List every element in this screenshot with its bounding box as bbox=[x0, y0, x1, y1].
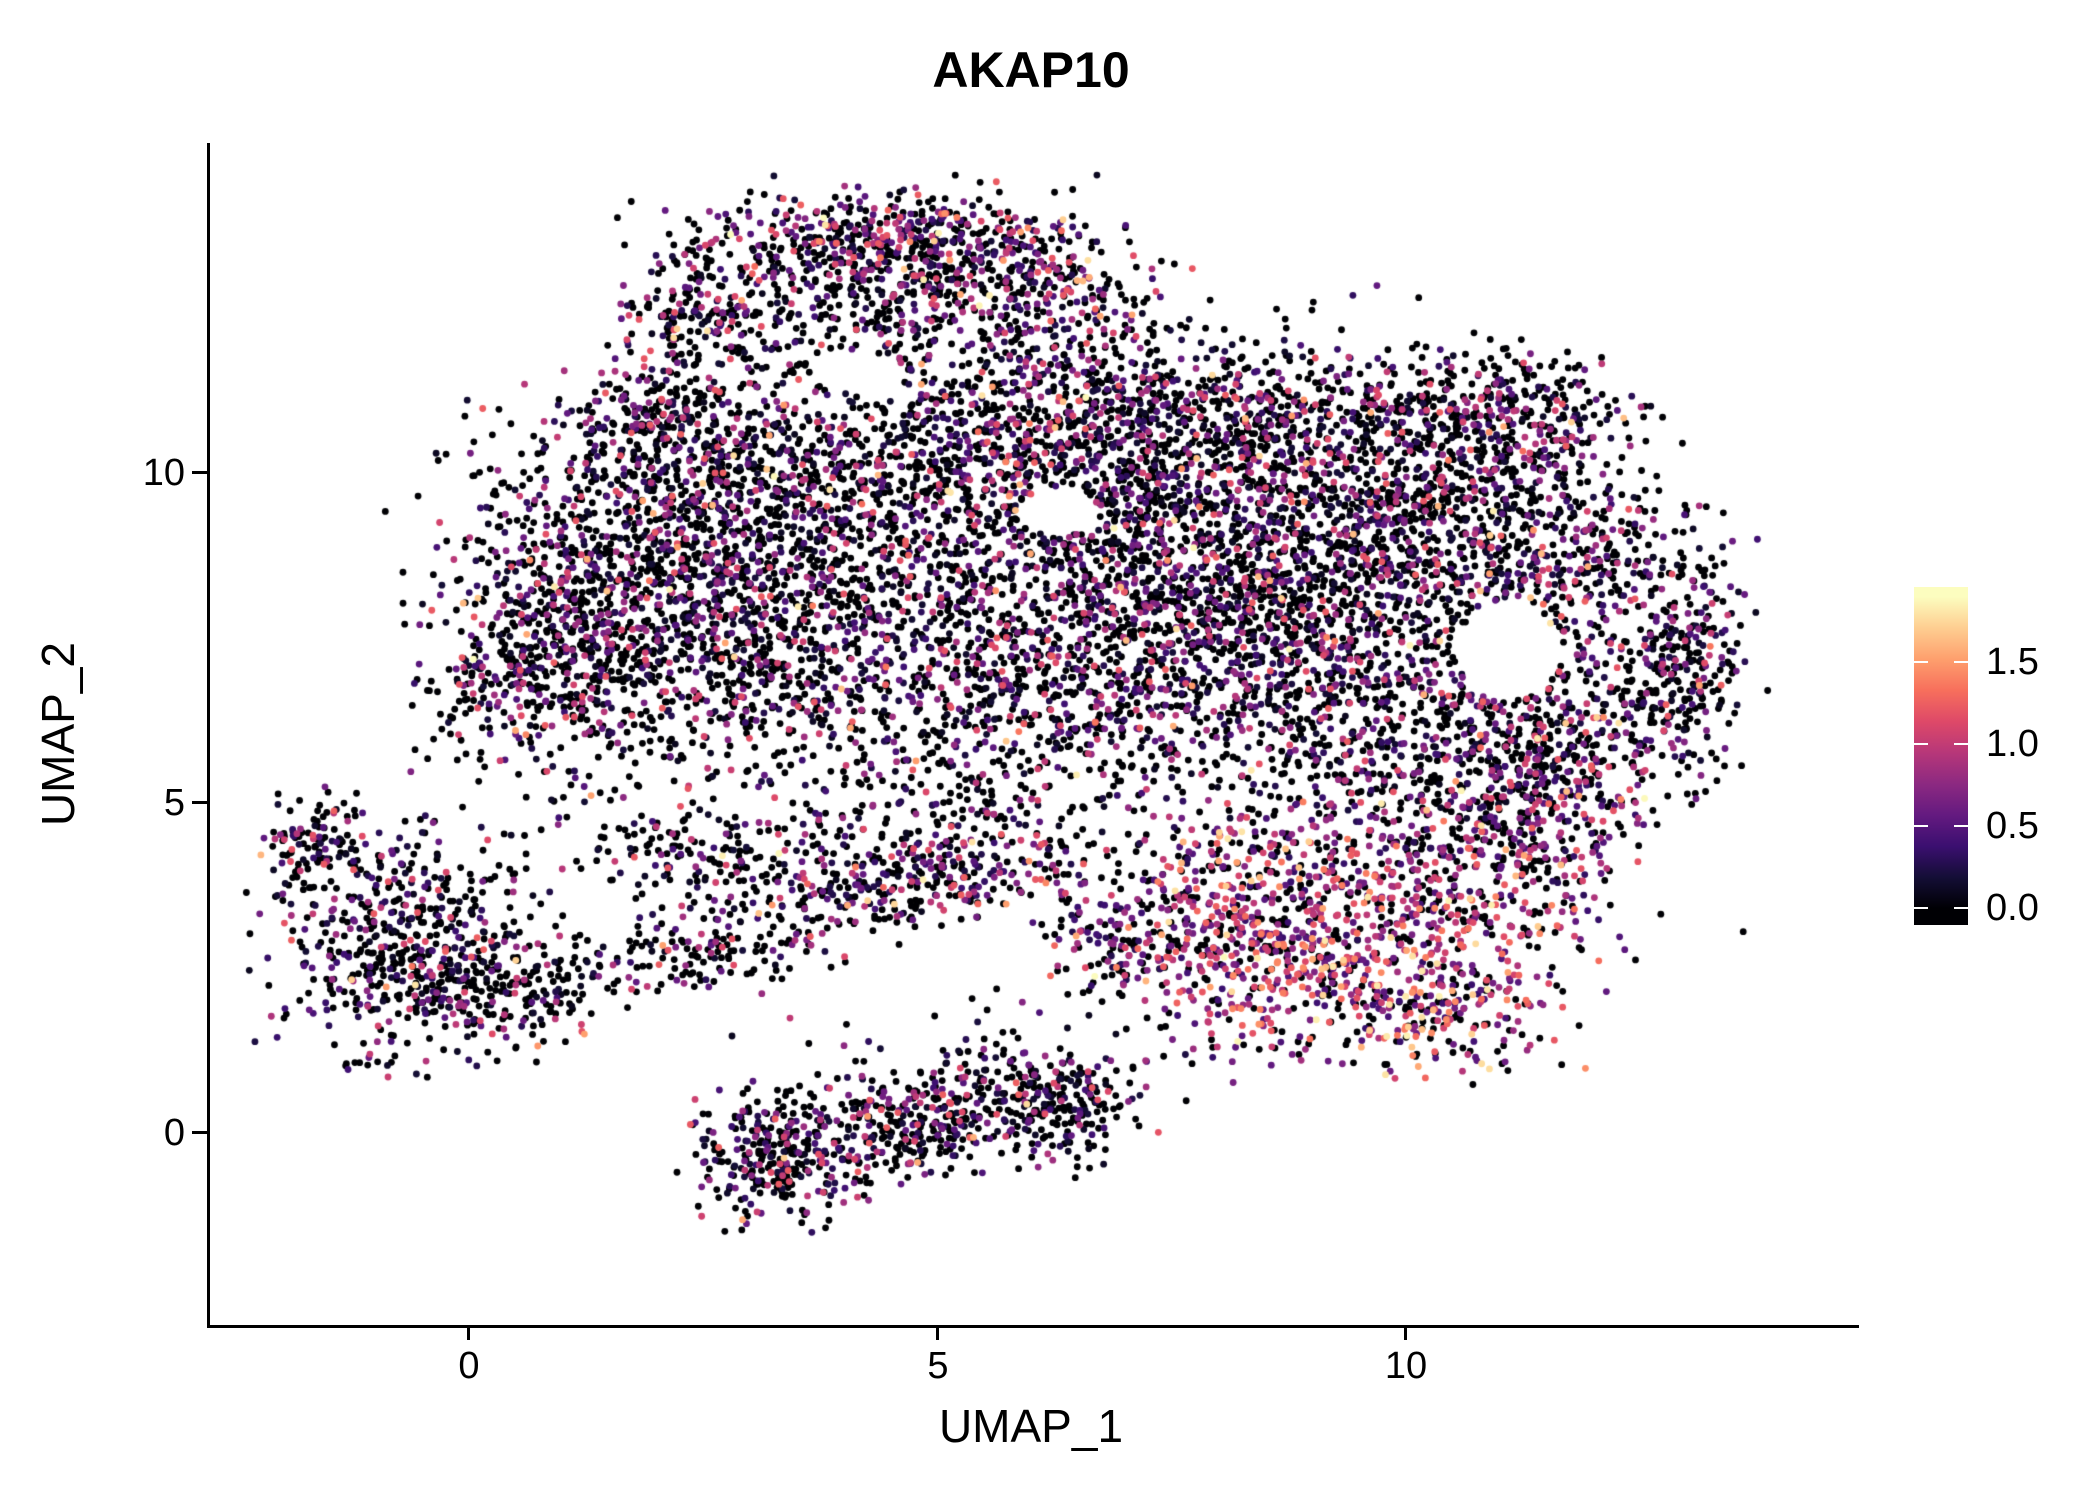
colorbar-tick-mark bbox=[1914, 743, 1928, 745]
colorbar-tick-mark bbox=[1954, 907, 1968, 909]
x-tick-mark bbox=[467, 1325, 470, 1340]
colorbar-tick-mark bbox=[1954, 661, 1968, 663]
x-tick-label: 10 bbox=[1384, 1345, 1428, 1387]
colorbar-tick-label: 1.0 bbox=[1986, 723, 2039, 765]
x-tick-label: 5 bbox=[927, 1345, 949, 1387]
x-tick-mark bbox=[936, 1325, 939, 1340]
colorbar-tick-label: 0.0 bbox=[1986, 887, 2039, 929]
x-tick-label: 0 bbox=[458, 1345, 480, 1387]
umap-scatter-canvas bbox=[210, 143, 1859, 1325]
colorbar-tick-mark bbox=[1914, 661, 1928, 663]
colorbar-tick-mark bbox=[1914, 907, 1928, 909]
y-tick-label: 0 bbox=[163, 1112, 185, 1154]
y-tick-mark bbox=[192, 801, 207, 804]
colorbar-tick-label: 0.5 bbox=[1986, 805, 2039, 847]
colorbar-tick-mark bbox=[1914, 825, 1928, 827]
y-tick-mark bbox=[192, 1131, 207, 1134]
y-tick-label: 5 bbox=[163, 782, 185, 824]
y-tick-label: 10 bbox=[142, 452, 185, 494]
colorbar-tick-label: 1.5 bbox=[1986, 641, 2039, 683]
y-tick-mark bbox=[192, 471, 207, 474]
colorbar-tick-mark bbox=[1954, 825, 1968, 827]
y-axis-title: UMAP_2 bbox=[32, 641, 84, 827]
x-tick-mark bbox=[1404, 1325, 1407, 1340]
colorbar bbox=[1914, 587, 1968, 925]
colorbar-gradient bbox=[1914, 587, 1968, 925]
x-axis-title: UMAP_1 bbox=[938, 1400, 1124, 1452]
colorbar-tick-mark bbox=[1954, 743, 1968, 745]
plot-title: AKAP10 bbox=[932, 42, 1130, 98]
plot-panel bbox=[207, 143, 1859, 1328]
